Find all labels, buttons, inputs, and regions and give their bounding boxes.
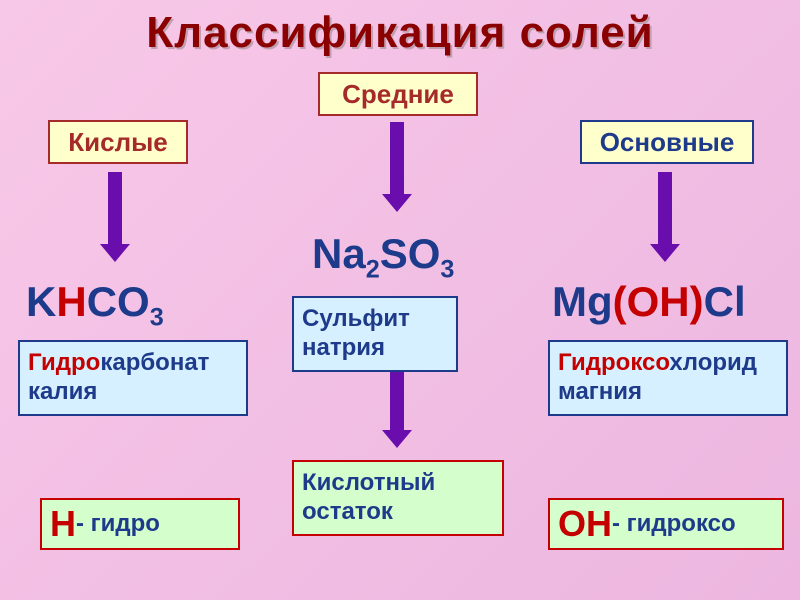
arrow-to-basic	[650, 172, 680, 262]
arrow-to-acidic	[100, 172, 130, 262]
formula-khco3: KHCO3	[26, 278, 164, 332]
prefix-box-acid-residue: Кислотныйостаток	[292, 460, 504, 536]
category-acidic: Кислые	[48, 120, 188, 164]
arrow-to-medium	[382, 122, 412, 212]
formula-na2so3: Na2SO3	[312, 230, 454, 284]
category-basic-label: Основные	[600, 127, 735, 158]
prefix-box-hydro: H - гидро	[40, 498, 240, 550]
category-medium-label: Средние	[342, 79, 454, 110]
name-box-khco3: Гидрокарбонаткалия	[18, 340, 248, 416]
category-basic: Основные	[580, 120, 754, 164]
prefix-box-hydroxo: OH - гидроксо	[548, 498, 784, 550]
name-box-na2so3: Сульфитнатрия	[292, 296, 458, 372]
formula-mgohcl: Mg(OH)Cl	[552, 278, 746, 326]
page-title: Классификация солей	[0, 8, 800, 58]
category-medium: Средние	[318, 72, 478, 116]
category-acidic-label: Кислые	[68, 127, 168, 158]
name-box-mgohcl: Гидроксохлоридмагния	[548, 340, 788, 416]
